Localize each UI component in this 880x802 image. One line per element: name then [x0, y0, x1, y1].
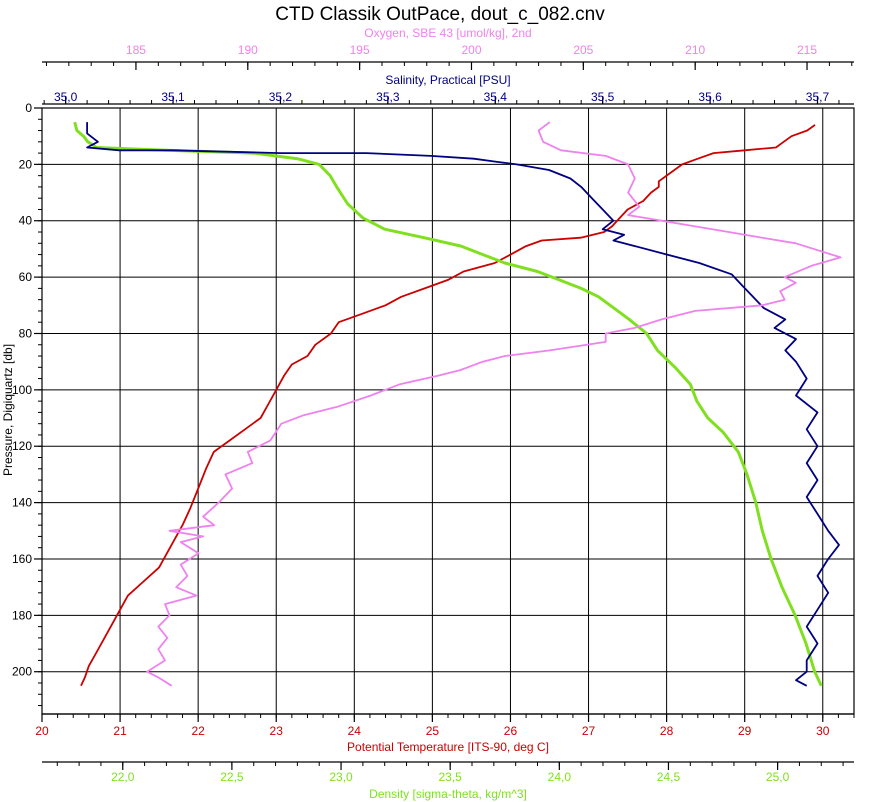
oxygen-tick-label: 195	[350, 43, 370, 57]
pressure-tick-label: 180	[12, 608, 32, 622]
temperature-tick-label: 22	[191, 724, 205, 738]
salinity-tick-label: 35,4	[484, 90, 508, 104]
salinity-tick-label: 35,3	[376, 90, 400, 104]
temperature-tick-label: 21	[113, 724, 127, 738]
oxygen-tick-label: 190	[238, 43, 258, 57]
temperature-profile-line	[80, 124, 816, 687]
oxygen-tick-label: 185	[126, 43, 146, 57]
pressure-tick-label: 80	[19, 326, 33, 340]
temperature-tick-label: 23	[270, 724, 284, 738]
oxygen-axis-label: Oxygen, SBE 43 [umol/kg], 2nd	[364, 26, 531, 40]
pressure-tick-label: 20	[19, 157, 33, 171]
density-axis-label: Density [sigma-theta, kg/m^3]	[369, 787, 527, 801]
temperature-tick-label: 30	[816, 724, 830, 738]
salinity-tick-label: 35,5	[591, 90, 615, 104]
pressure-tick-label: 160	[12, 552, 32, 566]
density-tick-label: 24,0	[548, 770, 572, 784]
temperature-tick-label: 27	[582, 724, 596, 738]
temperature-tick-label: 24	[348, 724, 362, 738]
pressure-tick-label: 100	[12, 383, 32, 397]
salinity-tick-label: 35,1	[161, 90, 185, 104]
pressure-axis-label: Pressure, Digiquartz [db]	[1, 344, 15, 476]
density-tick-label: 23,0	[329, 770, 353, 784]
pressure-tick-label: 40	[19, 214, 33, 228]
temperature-tick-label: 25	[426, 724, 440, 738]
oxygen-profile-line	[146, 121, 842, 687]
chart-title: CTD Classik OutPace, dout_c_082.cnv	[275, 4, 605, 25]
temperature-tick-label: 28	[660, 724, 674, 738]
series-layer	[73, 121, 842, 687]
plot-frame	[41, 107, 855, 715]
grid-layer	[41, 107, 854, 714]
density-tick-label: 23,5	[439, 770, 463, 784]
density-tick-label: 24,5	[657, 770, 681, 784]
pressure-tick-label: 200	[12, 665, 32, 679]
oxygen-tick-label: 215	[797, 43, 817, 57]
pressure-tick-label: 60	[19, 270, 33, 284]
oxygen-tick-label: 200	[461, 43, 481, 57]
salinity-tick-label: 35,2	[269, 90, 293, 104]
salinity-axis-label: Salinity, Practical [PSU]	[385, 73, 510, 87]
salinity-tick-label: 35,6	[698, 90, 722, 104]
pressure-tick-label: 0	[25, 101, 32, 115]
salinity-tick-label: 35,7	[806, 90, 830, 104]
temperature-tick-label: 26	[504, 724, 518, 738]
temperature-axis-label: Potential Temperature [ITS-90, deg C]	[347, 740, 549, 754]
temperature-tick-label: 29	[738, 724, 752, 738]
salinity-tick-label: 35,0	[54, 90, 78, 104]
density-tick-label: 22,5	[220, 770, 244, 784]
temperature-tick-label: 20	[35, 724, 49, 738]
density-tick-label: 25,0	[766, 770, 790, 784]
density-profile-line	[73, 121, 823, 687]
oxygen-tick-label: 205	[573, 43, 593, 57]
oxygen-tick-label: 210	[685, 43, 705, 57]
pressure-tick-label: 120	[12, 439, 32, 453]
pressure-tick-label: 140	[12, 496, 32, 510]
salinity-profile-line	[86, 122, 840, 687]
density-tick-label: 22,0	[111, 770, 135, 784]
